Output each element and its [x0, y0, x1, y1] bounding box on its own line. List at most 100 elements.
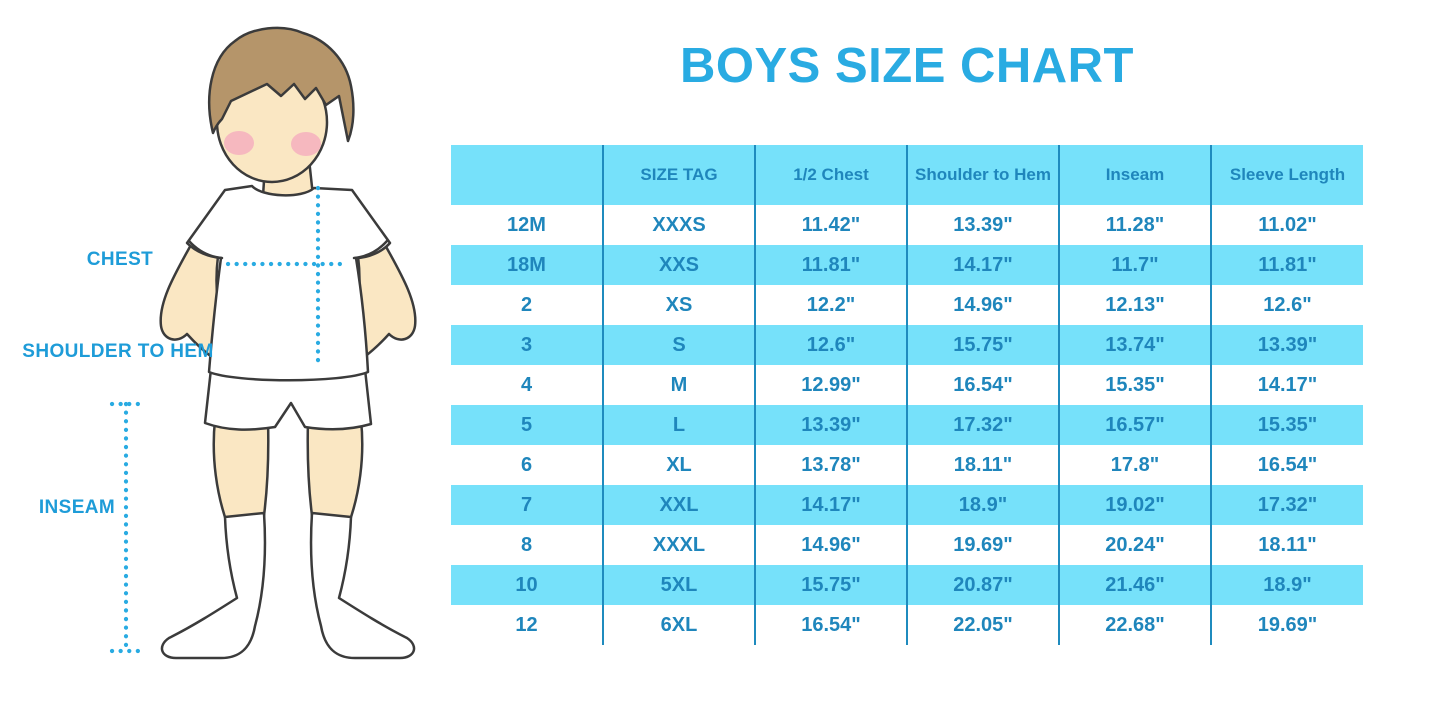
- table-cell: XXXL: [602, 525, 755, 565]
- table-cell: 22.68": [1058, 605, 1211, 645]
- table-row: 3 S 12.6" 15.75" 13.74" 13.39": [451, 325, 1363, 365]
- column-header: [451, 145, 603, 205]
- table-cell: 19.69": [906, 525, 1059, 565]
- size-table-header-row: SIZE TAG 1/2 Chest Shoulder to Hem Inseam Sl…: [451, 145, 1363, 205]
- table-row: 2 XS 12.2" 14.96" 12.13" 12.6": [451, 285, 1363, 325]
- table-cell: 17.32": [1210, 485, 1363, 525]
- chest-label: CHEST: [86, 249, 154, 270]
- table-cell: 12.13": [1058, 285, 1211, 325]
- table-cell: XXXS: [602, 205, 755, 245]
- hair-shape: [207, 26, 355, 143]
- size-cell: 3: [451, 325, 603, 365]
- table-cell: 14.96": [906, 285, 1059, 325]
- table-cell: 11.81": [1210, 245, 1363, 285]
- socks-shape: [160, 511, 416, 660]
- size-cell: 5: [451, 405, 603, 445]
- size-cell: 8: [451, 525, 603, 565]
- table-cell: 18.11": [1210, 525, 1363, 565]
- head-shape: [207, 26, 355, 184]
- size-cell: 12: [451, 605, 603, 645]
- table-cell: 14.17": [1210, 365, 1363, 405]
- figure-pane: CHEST SHOULDER TO HEM INSEAM: [0, 0, 450, 723]
- size-table-body: 12M XXXS 11.42" 13.39" 11.28" 11.02" 18M XXS 11.…: [451, 205, 1363, 645]
- table-cell: L: [602, 405, 755, 445]
- table-cell: 13.39": [1210, 325, 1363, 365]
- table-cell: 15.35": [1058, 365, 1211, 405]
- column-header: Shoulder to Hem: [906, 145, 1059, 205]
- table-cell: 17.8": [1058, 445, 1211, 485]
- table-row: 7 XXL 14.17" 18.9" 19.02" 17.32": [451, 485, 1363, 525]
- table-cell: 12.2": [754, 285, 907, 325]
- table-cell: XXL: [602, 485, 755, 525]
- table-cell: 18.11": [906, 445, 1059, 485]
- table-cell: 15.75": [906, 325, 1059, 365]
- column-header: SIZE TAG: [602, 145, 755, 205]
- table-cell: 11.02": [1210, 205, 1363, 245]
- table-cell: 22.05": [906, 605, 1059, 645]
- column-header: Inseam: [1058, 145, 1211, 205]
- legs-shape: [212, 418, 364, 525]
- table-row: 8 XXXL 14.96" 19.69" 20.24" 18.11": [451, 525, 1363, 565]
- inseam-measure-line: [109, 401, 144, 654]
- size-cell: 12M: [451, 205, 603, 245]
- table-cell: 14.17": [906, 245, 1059, 285]
- size-cell: 4: [451, 365, 603, 405]
- table-cell: 6XL: [602, 605, 755, 645]
- table-cell: 11.81": [754, 245, 907, 285]
- boy-figure-illustration: [109, 26, 417, 660]
- table-cell: 20.87": [906, 565, 1059, 605]
- table-cell: S: [602, 325, 755, 365]
- table-cell: 16.57": [1058, 405, 1211, 445]
- table-cell: XS: [602, 285, 755, 325]
- table-cell: XXS: [602, 245, 755, 285]
- inseam-label: INSEAM: [38, 497, 116, 518]
- blush-left: [224, 131, 254, 155]
- column-header: 1/2 Chest: [754, 145, 907, 205]
- size-cell: 2: [451, 285, 603, 325]
- chart-pane: BOYS SIZE CHART SIZE TAG 1/2 Chest Shoulde…: [451, 0, 1363, 723]
- table-cell: 16.54": [754, 605, 907, 645]
- page-title: BOYS SIZE CHART: [680, 39, 1134, 93]
- table-row: 18M XXS 11.81" 14.17" 11.7" 11.81": [451, 245, 1363, 285]
- table-row: 10 5XL 15.75" 20.87" 21.46" 18.9": [451, 565, 1363, 605]
- table-cell: 18.9": [906, 485, 1059, 525]
- table-cell: 15.75": [754, 565, 907, 605]
- table-cell: 12.99": [754, 365, 907, 405]
- table-cell: 12.6": [1210, 285, 1363, 325]
- table-row: 5 L 13.39" 17.32" 16.57" 15.35": [451, 405, 1363, 445]
- table-cell: 14.96": [754, 525, 907, 565]
- table-cell: 19.02": [1058, 485, 1211, 525]
- blush-right: [291, 132, 321, 156]
- table-cell: 16.54": [1210, 445, 1363, 485]
- measurement-lines: [109, 185, 347, 654]
- table-cell: 13.74": [1058, 325, 1211, 365]
- size-cell: 10: [451, 565, 603, 605]
- table-cell: 17.32": [906, 405, 1059, 445]
- table-row: 6 XL 13.78" 18.11" 17.8" 16.54": [451, 445, 1363, 485]
- table-cell: 13.78": [754, 445, 907, 485]
- size-cell: 7: [451, 485, 603, 525]
- table-cell: 21.46": [1058, 565, 1211, 605]
- size-table-head: SIZE TAG 1/2 Chest Shoulder to Hem Inseam Sl…: [451, 145, 1363, 205]
- table-cell: 20.24": [1058, 525, 1211, 565]
- table-cell: 11.7": [1058, 245, 1211, 285]
- size-cell: 6: [451, 445, 603, 485]
- shoulder-to-hem-label: SHOULDER TO HEM: [22, 341, 214, 362]
- table-cell: 12.6": [754, 325, 907, 365]
- table-cell: 18.9": [1210, 565, 1363, 605]
- table-cell: 19.69": [1210, 605, 1363, 645]
- table-row: 12 6XL 16.54" 22.05" 22.68" 19.69": [451, 605, 1363, 645]
- table-cell: 15.35": [1210, 405, 1363, 445]
- table-row: 12M XXXS 11.42" 13.39" 11.28" 11.02": [451, 205, 1363, 245]
- table-cell: 14.17": [754, 485, 907, 525]
- table-row: 4 M 12.99" 16.54" 15.35" 14.17": [451, 365, 1363, 405]
- table-cell: 13.39": [906, 205, 1059, 245]
- table-cell: 11.28": [1058, 205, 1211, 245]
- size-table: SIZE TAG 1/2 Chest Shoulder to Hem Inseam Sl…: [451, 145, 1363, 645]
- column-header: Sleeve Length: [1210, 145, 1363, 205]
- table-cell: 11.42": [754, 205, 907, 245]
- size-cell: 18M: [451, 245, 603, 285]
- table-cell: 16.54": [906, 365, 1059, 405]
- shirt-shape: [185, 184, 392, 382]
